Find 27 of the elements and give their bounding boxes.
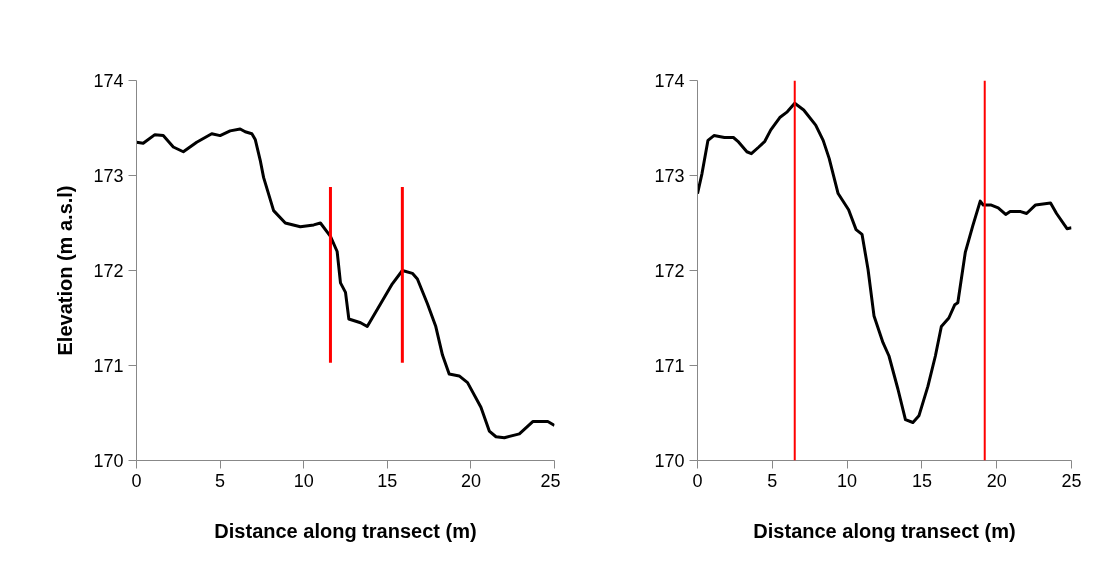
y-tick-label: 170 [93,451,124,471]
y-tick-label: 171 [654,356,685,376]
x-tick-label: 10 [837,470,858,491]
y-tick-label: 172 [654,261,685,281]
x-tick-label: 20 [986,470,1007,491]
y-tick-label: 170 [654,451,685,471]
x-tick-label: 10 [293,470,314,491]
x-tick-label: 0 [692,470,703,491]
y-tick-label: 174 [93,71,124,91]
x-tick-label: 15 [911,470,932,491]
x-axis-title: Distance along transect (m) [214,519,477,542]
y-tick-label: 173 [654,166,685,186]
line-series [136,127,555,440]
y-tick-label: 172 [93,261,124,281]
y-tick-label: 171 [93,356,124,376]
x-tick-label: 25 [1061,470,1082,491]
x-tick-label: 15 [377,470,398,491]
x-tick-label: 20 [460,470,481,491]
y-tick-label: 174 [654,71,685,91]
line-series [697,101,1072,424]
x-tick-label: 5 [215,470,226,491]
x-axis-title: Distance along transect (m) [753,519,1016,542]
y-tick-label: 173 [93,166,124,186]
x-tick-label: 5 [767,470,778,491]
x-tick-label: 25 [540,470,561,491]
y-axis-title: Elevation (m a.s.l) [54,185,77,356]
x-tick-label: 0 [131,470,142,491]
